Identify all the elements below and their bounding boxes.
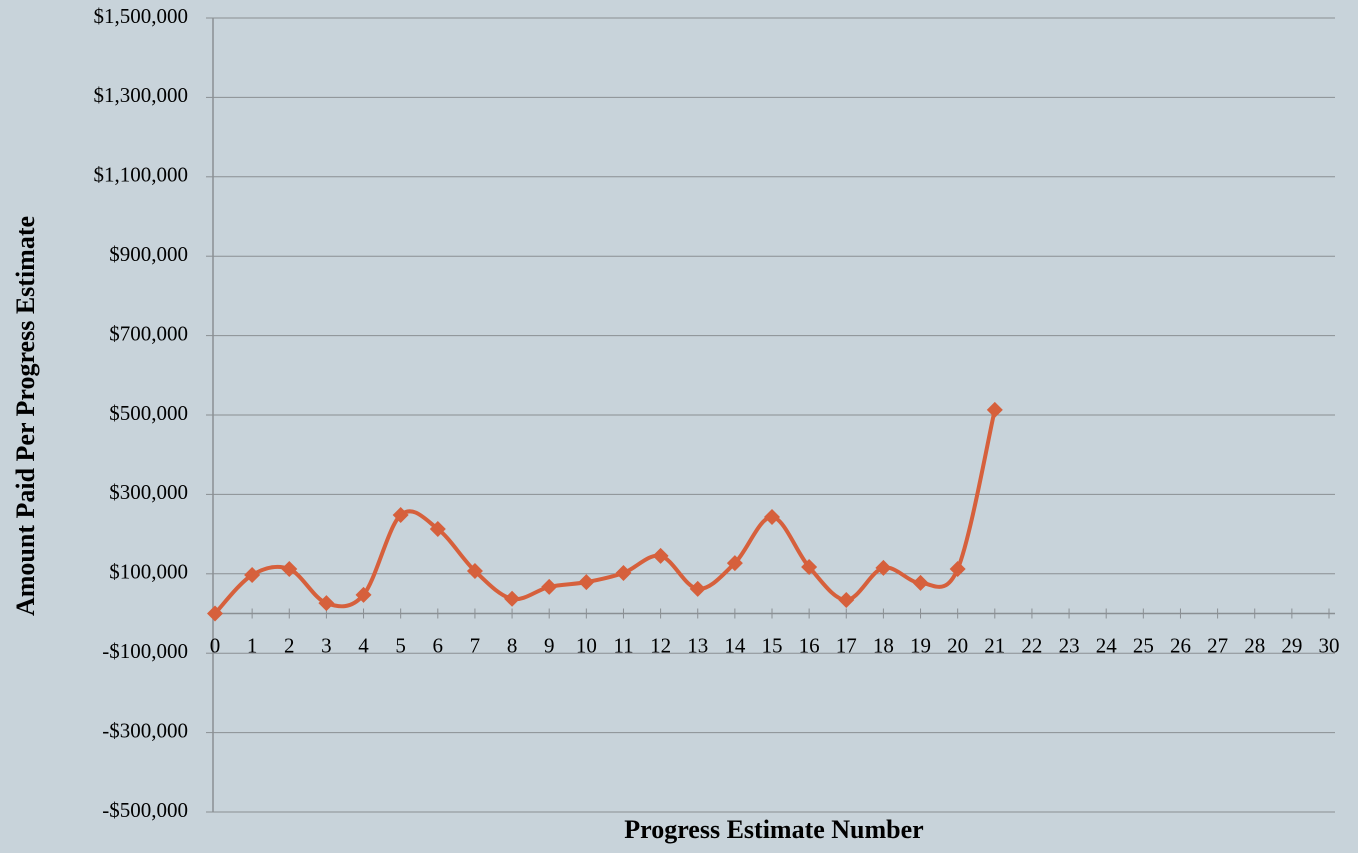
marker (281, 561, 298, 578)
marker (912, 574, 929, 591)
x-tick-label: 11 (613, 633, 633, 657)
marker (615, 565, 632, 582)
marker (541, 578, 558, 595)
x-tick-label: 9 (544, 633, 555, 657)
y-tick-label: $1,300,000 (94, 83, 189, 107)
x-tick-label: 22 (1021, 633, 1042, 657)
marker (838, 592, 855, 609)
y-tick-label: -$300,000 (102, 718, 188, 742)
marker (764, 509, 780, 526)
x-tick-label: 14 (724, 633, 746, 657)
marker (875, 559, 892, 576)
y-tick-label: $1,500,000 (94, 4, 189, 28)
y-tick-label: $1,100,000 (94, 163, 189, 187)
x-tick-label: 3 (321, 633, 332, 657)
marker (392, 507, 409, 524)
y-tick-label: -$100,000 (102, 639, 188, 663)
y-tick-label: -$500,000 (102, 798, 188, 822)
marker (689, 580, 706, 597)
y-tick-label: $900,000 (109, 242, 188, 266)
x-tick-label: 2 (284, 633, 295, 657)
x-tick-label: 27 (1207, 633, 1228, 657)
x-tick-label: 29 (1281, 633, 1302, 657)
y-tick-label: $100,000 (109, 560, 188, 584)
x-tick-label: 25 (1133, 633, 1154, 657)
marker (429, 520, 446, 537)
x-tick-label: 21 (984, 633, 1005, 657)
y-tick-label: $300,000 (109, 480, 188, 504)
x-tick-label: 6 (433, 633, 444, 657)
marker (207, 605, 223, 622)
marker (244, 566, 261, 583)
marker (949, 561, 966, 578)
marker (504, 590, 521, 607)
x-tick-label: 0 (210, 633, 221, 657)
x-tick-label: 23 (1059, 633, 1080, 657)
y-tick-label: $700,000 (109, 321, 188, 345)
x-tick-label: 7 (470, 633, 481, 657)
marker (355, 586, 372, 603)
marker (726, 555, 743, 572)
x-axis-title: Progress Estimate Number (624, 815, 923, 844)
y-tick-label: $500,000 (109, 401, 188, 425)
x-tick-label: 24 (1096, 633, 1118, 657)
x-tick-label: 17 (836, 633, 857, 657)
x-tick-label: 1 (247, 633, 258, 657)
x-tick-label: 13 (687, 633, 708, 657)
x-tick-label: 8 (507, 633, 518, 657)
x-tick-label: 28 (1244, 633, 1265, 657)
x-tick-label: 4 (358, 633, 369, 657)
x-tick-label: 18 (873, 633, 894, 657)
marker (986, 401, 1003, 418)
x-tick-label: 20 (947, 633, 968, 657)
series-line (213, 409, 997, 615)
x-tick-label: 16 (799, 633, 820, 657)
x-tick-label: 19 (910, 633, 931, 657)
x-tick-label: 30 (1319, 633, 1340, 657)
marker (466, 563, 483, 580)
marker (801, 559, 818, 576)
marker (652, 547, 669, 564)
x-tick-label: 12 (650, 633, 671, 657)
x-tick-label: 26 (1170, 633, 1191, 657)
marker (578, 574, 595, 591)
x-tick-label: 5 (395, 633, 406, 657)
x-tick-label: 10 (576, 633, 597, 657)
y-axis-title: Amount Paid Per Progress Estimate (11, 216, 40, 616)
marker (318, 595, 335, 612)
x-tick-label: 15 (762, 633, 783, 657)
